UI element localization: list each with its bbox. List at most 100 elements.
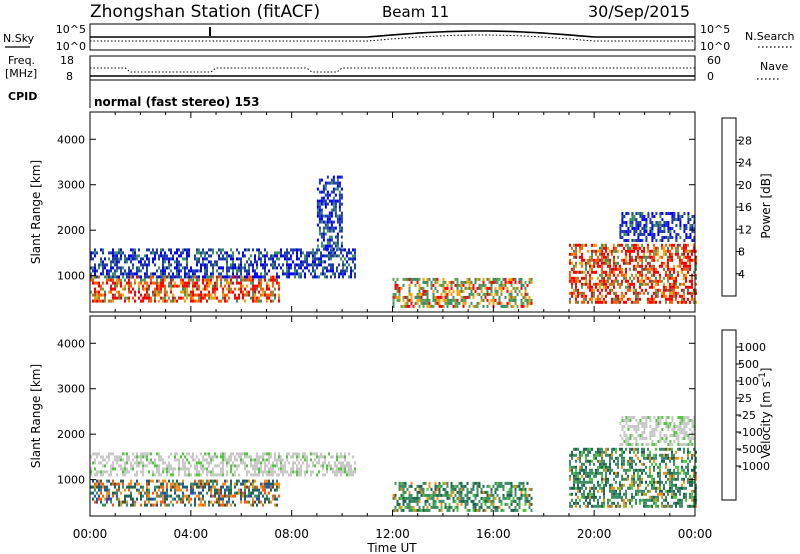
- echo-cell: [188, 461, 190, 465]
- echo-cell: [102, 482, 104, 486]
- echo-cell: [296, 254, 298, 258]
- echo-cell: [326, 464, 328, 468]
- echo-cell: [450, 493, 453, 497]
- echo-cell: [659, 480, 661, 484]
- echo-cell: [312, 269, 314, 273]
- echo-cell: [625, 249, 627, 253]
- echo-cell: [434, 277, 437, 281]
- echo-cell: [332, 178, 335, 182]
- echo-cell: [571, 294, 573, 298]
- echo-cell: [651, 480, 653, 484]
- echo-cell: [168, 464, 170, 468]
- echo-cell: [679, 218, 682, 221]
- echo-cell: [320, 452, 322, 456]
- echo-cell: [583, 300, 585, 304]
- echo-cell: [232, 254, 234, 258]
- echo-cell: [354, 254, 356, 258]
- echo-cell: [322, 184, 325, 188]
- echo-cell: [100, 488, 102, 492]
- echo-cell: [204, 257, 206, 261]
- echo-cell: [438, 508, 441, 512]
- echo-cell: [468, 496, 471, 500]
- echo-cell: [595, 270, 597, 274]
- echo-cell: [162, 494, 164, 498]
- echo-cell: [172, 485, 174, 489]
- echo-cell: [286, 269, 288, 273]
- echo-cell: [651, 474, 653, 478]
- echo-cell: [474, 280, 477, 284]
- echo-cell: [186, 263, 188, 267]
- echo-cell: [669, 447, 671, 451]
- echo-cell: [601, 474, 603, 478]
- echo-cell: [102, 272, 104, 276]
- echo-cell: [681, 215, 684, 218]
- echo-cell: [210, 470, 212, 474]
- echo-cell: [258, 296, 260, 300]
- echo-cell: [254, 296, 256, 300]
- echo-cell: [202, 458, 204, 462]
- echo-cell: [609, 453, 611, 457]
- echo-cell: [647, 300, 649, 304]
- echo-cell: [639, 282, 641, 286]
- echo-cell: [456, 484, 459, 488]
- echo-cell: [482, 280, 485, 284]
- echo-cell: [322, 232, 325, 236]
- echo-cell: [226, 461, 228, 465]
- echo-cell: [472, 283, 475, 287]
- echo-cell: [194, 497, 196, 501]
- echo-cell: [272, 284, 274, 288]
- echo-cell: [633, 495, 635, 499]
- echo-cell: [619, 483, 621, 487]
- echo-cell: [170, 464, 172, 468]
- echo-cell: [140, 485, 142, 489]
- echo-cell: [611, 495, 613, 499]
- echo-cell: [236, 257, 238, 261]
- echo-cell: [178, 461, 180, 465]
- echo-cell: [232, 473, 234, 477]
- echo-cell: [344, 269, 346, 273]
- echo-cell: [589, 279, 591, 283]
- echo-cell: [526, 496, 529, 500]
- echo-cell: [667, 501, 669, 505]
- echo-cell: [605, 453, 607, 457]
- echo-cell: [601, 273, 603, 277]
- echo-cell: [210, 458, 212, 462]
- echo-cell: [146, 281, 148, 285]
- echo-cell: [164, 299, 166, 303]
- echo-cell: [232, 494, 234, 498]
- echo-cell: [228, 461, 230, 465]
- echo-cell: [132, 266, 134, 270]
- echo-cell: [426, 295, 429, 299]
- echo-cell: [324, 254, 326, 258]
- echo-cell: [693, 236, 696, 239]
- echo-cell: [98, 296, 100, 300]
- echo-cell: [148, 260, 150, 264]
- echo-cell: [641, 468, 643, 472]
- echo-cell: [116, 455, 118, 459]
- echo-cell: [631, 282, 633, 286]
- echo-cell: [528, 499, 531, 503]
- echo-cell: [426, 292, 429, 296]
- echo-cell: [402, 493, 405, 497]
- echo-cell: [673, 459, 675, 463]
- echo-cell: [577, 447, 579, 451]
- echo-cell: [154, 503, 156, 507]
- echo-cell: [633, 258, 635, 262]
- echo-cell: [619, 504, 621, 508]
- echo-cell: [160, 254, 162, 258]
- echo-cell: [334, 244, 337, 248]
- echo-cell: [204, 452, 206, 456]
- echo-cell: [158, 455, 160, 459]
- echo-cell: [524, 295, 527, 299]
- echo-cell: [585, 495, 587, 499]
- echo-cell: [633, 459, 635, 463]
- echo-cell: [623, 276, 625, 280]
- echo-cell: [248, 278, 250, 282]
- echo-cell: [621, 267, 623, 271]
- echo-cell: [647, 297, 649, 301]
- echo-cell: [659, 279, 661, 283]
- echo-cell: [348, 467, 350, 471]
- echo-cell: [348, 473, 350, 477]
- echo-cell: [631, 465, 633, 469]
- echo-cell: [244, 293, 246, 297]
